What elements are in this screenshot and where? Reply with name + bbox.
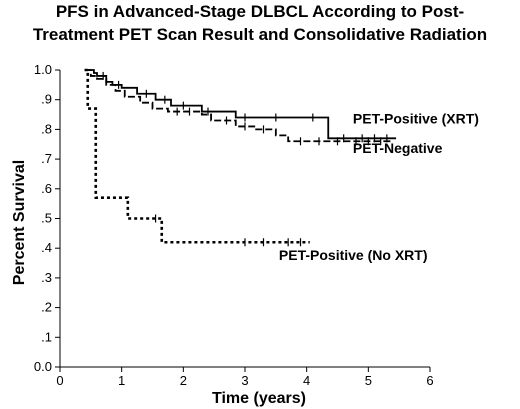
plot-lines [84, 68, 397, 247]
y-tick-label: .5 [41, 211, 52, 226]
x-tick-label: 3 [241, 373, 248, 388]
series-label: PET-Positive (XRT) [353, 110, 479, 126]
y-tick-label: 0.0 [34, 359, 52, 374]
labels: PET-Positive (XRT) PET-Negative PET-Positi… [279, 110, 479, 263]
y-tick-label: 1.0 [34, 62, 52, 77]
x-axis-title: Time (years) [212, 390, 306, 407]
x-tick-label: 6 [426, 373, 433, 388]
series-label: PET-Positive (No XRT) [279, 247, 428, 263]
series-line [84, 68, 310, 244]
x-tick-label: 1 [118, 373, 125, 388]
x-tick-label: 2 [180, 373, 187, 388]
chart-title-line-2: Treatment PET Scan Result and Consolidat… [32, 25, 488, 44]
y-axis-title: Percent Survival [11, 160, 28, 285]
series-line [84, 69, 393, 143]
x-tick-label: 5 [365, 373, 372, 388]
y-tick-label: .6 [41, 181, 52, 196]
axes: 0 1 2 3 4 5 6 0.0 .1 .2 .3 .4 .5 .6 .7 .8 .9 1.0 Time (yea… [11, 62, 434, 407]
y-tick-label: .3 [41, 270, 52, 285]
series-line [84, 69, 397, 140]
y-tick-label: .1 [41, 329, 52, 344]
y-tick-label: .7 [41, 151, 52, 166]
y-tick-label: .4 [41, 240, 52, 255]
y-tick-label: .8 [41, 121, 52, 136]
x-tick-label: 4 [303, 373, 310, 388]
chart-title-line-1: PFS in Advanced-Stage DLBCL According to… [55, 2, 465, 21]
y-tick-label: .2 [41, 300, 52, 315]
series-label: PET-Negative [353, 140, 443, 156]
y-tick-label: .9 [41, 92, 52, 107]
x-tick-label: 0 [56, 373, 63, 388]
